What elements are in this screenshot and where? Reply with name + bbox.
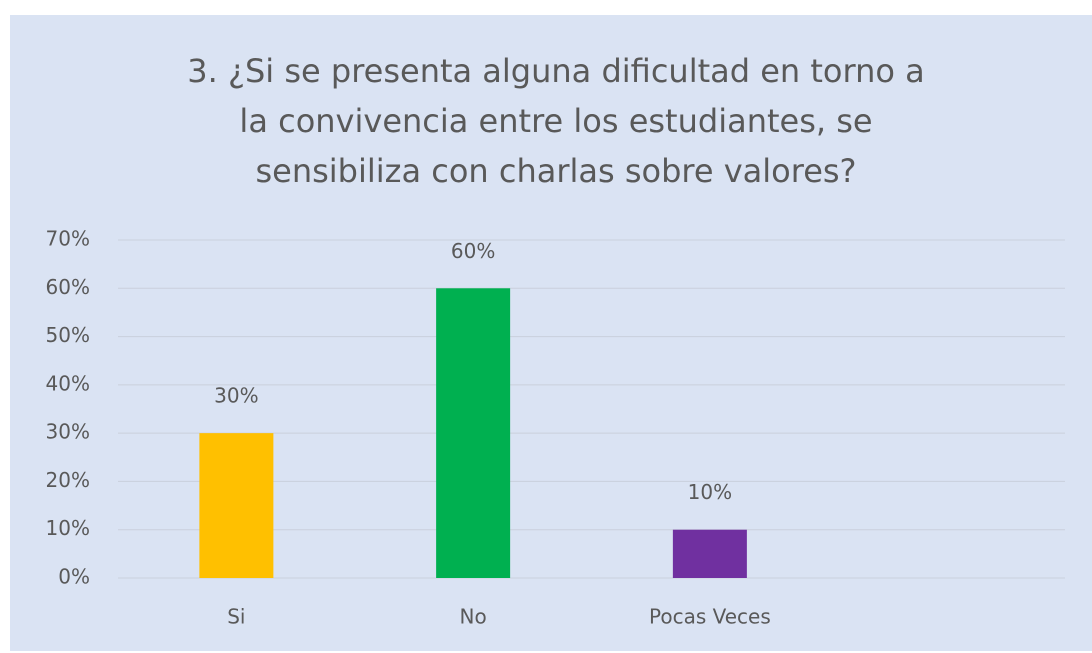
y-tick-label: 40% bbox=[46, 371, 90, 395]
bar bbox=[672, 529, 747, 578]
chart-title: la convivencia entre los estudiantes, se bbox=[239, 102, 872, 140]
chart-title: 3. ¿Si se presenta alguna dificultad en … bbox=[187, 52, 924, 90]
y-tick-label: 20% bbox=[46, 468, 90, 492]
x-tick-label: No bbox=[460, 605, 487, 629]
y-tick-label: 60% bbox=[46, 275, 90, 299]
data-label: 30% bbox=[214, 384, 258, 408]
chart-background bbox=[10, 15, 1092, 651]
bar bbox=[199, 433, 274, 578]
data-label: 10% bbox=[688, 480, 732, 504]
y-tick-label: 70% bbox=[46, 227, 90, 251]
data-label: 60% bbox=[451, 239, 495, 263]
y-tick-label: 0% bbox=[58, 565, 90, 589]
x-tick-label: Pocas Veces bbox=[649, 605, 771, 629]
y-tick-label: 30% bbox=[46, 420, 90, 444]
y-tick-label: 50% bbox=[46, 323, 90, 347]
y-tick-label: 10% bbox=[46, 516, 90, 540]
chart-title: sensibiliza con charlas sobre valores? bbox=[255, 152, 856, 190]
bar bbox=[436, 288, 511, 578]
x-tick-label: Si bbox=[227, 605, 245, 629]
